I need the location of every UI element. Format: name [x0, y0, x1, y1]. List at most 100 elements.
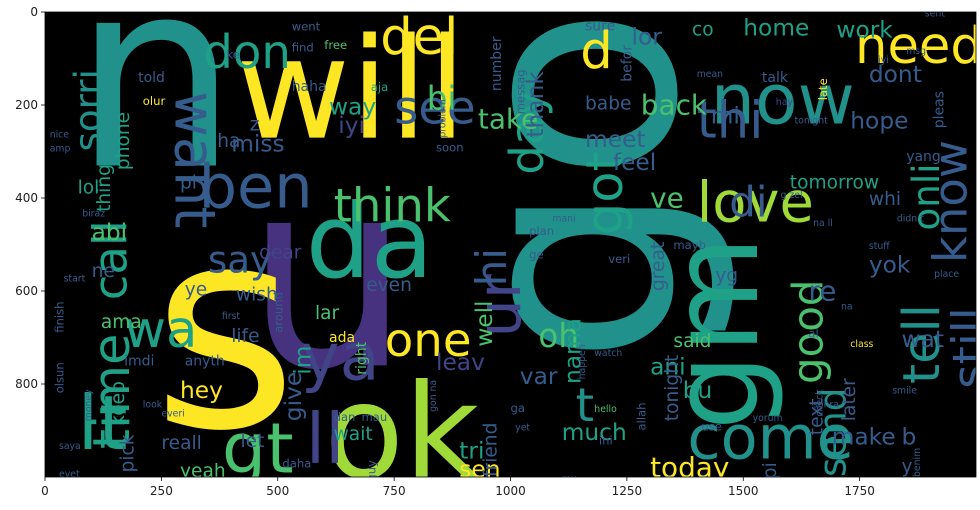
- y-tick-label: 200: [15, 98, 38, 112]
- x-tick-label: 1250: [612, 484, 643, 498]
- cloud-word: everi: [161, 409, 184, 420]
- cloud-word: u: [245, 124, 410, 427]
- cloud-word: still: [942, 307, 980, 388]
- cloud-word: smile: [892, 385, 917, 396]
- cloud-word: hope: [850, 107, 908, 134]
- cloud-word: mau: [362, 410, 388, 424]
- cloud-word: tonight: [662, 355, 683, 422]
- y-axis: 0 200 400 600 800: [15, 5, 45, 391]
- cloud-word: olsun: [53, 362, 67, 393]
- cloud-word: ini: [599, 434, 613, 448]
- cloud-word: oh: [538, 317, 579, 355]
- cloud-word: place: [934, 269, 959, 280]
- cloud-word: d: [580, 21, 613, 81]
- cloud-word: ur: [465, 274, 535, 337]
- cloud-word: ke: [227, 48, 240, 62]
- cloud-word: went: [292, 20, 321, 34]
- y-tick-label: 800: [15, 377, 38, 391]
- cloud-word: ll: [306, 399, 345, 480]
- cloud-word: thi: [697, 91, 764, 151]
- cloud-word: b: [902, 424, 917, 451]
- cloud-word: gm: [645, 236, 786, 431]
- cloud-word: mi: [711, 103, 740, 130]
- cloud-word: nice: [50, 130, 70, 141]
- cloud-word: give: [280, 372, 307, 421]
- cloud-word: biraz: [82, 209, 105, 220]
- cloud-word: told: [138, 70, 165, 86]
- cloud-word: onli: [904, 164, 948, 231]
- cloud-word: feel: [613, 149, 656, 176]
- cloud-word: bu: [683, 377, 713, 404]
- cloud-word: msg: [906, 46, 926, 57]
- cloud-word: mayb: [673, 238, 706, 252]
- cloud-word: happi: [760, 462, 781, 510]
- cloud-word: n: [73, 0, 238, 228]
- cloud-word: wait: [334, 424, 373, 445]
- cloud-word: hay: [776, 97, 794, 108]
- x-tick-label: 500: [266, 484, 289, 498]
- cloud-word: don: [203, 25, 291, 79]
- cloud-word: yorum: [753, 413, 783, 424]
- cloud-word: imdi: [124, 353, 154, 369]
- x-tick-label: 1000: [495, 484, 526, 498]
- cloud-word: di: [729, 178, 767, 227]
- cloud-word: na: [841, 302, 853, 313]
- cloud-word: ada: [329, 330, 355, 346]
- cloud-word: lar: [315, 303, 340, 324]
- x-tick-label: 1750: [844, 484, 875, 498]
- cloud-word: wa: [124, 300, 197, 360]
- cloud-word: t: [576, 378, 594, 432]
- cloud-word: talk: [762, 70, 789, 86]
- cloud-word: finish: [53, 302, 67, 333]
- cloud-word: var: [520, 363, 558, 390]
- cloud-word: got: [575, 151, 635, 235]
- cloud-word: yeah: [180, 461, 226, 482]
- cloud-word: great: [648, 242, 669, 291]
- cloud-word: sonra: [813, 399, 839, 410]
- cloud-word: love: [697, 170, 814, 235]
- cloud-word: z: [250, 115, 260, 136]
- cloud-word: send: [811, 388, 855, 477]
- cloud-word: wish: [236, 284, 278, 305]
- cloud-word: pleas: [931, 91, 947, 128]
- cloud-word: befor: [620, 45, 636, 82]
- cloud-word: need: [855, 16, 980, 76]
- cloud-word: work: [836, 17, 893, 44]
- cloud-word: think: [334, 178, 451, 232]
- cloud-word: olur: [143, 94, 166, 108]
- cloud-word: keep: [108, 381, 129, 426]
- cloud-word: find: [292, 41, 314, 55]
- x-tick-label: 750: [383, 484, 406, 498]
- cloud-word: saya: [59, 441, 81, 452]
- cloud-word: yg: [715, 266, 738, 287]
- cloud-word: re: [808, 274, 836, 307]
- cloud-word: wat: [902, 326, 944, 353]
- cloud-word: ha: [217, 131, 240, 152]
- cloud-word: dont: [869, 61, 922, 88]
- cloud-word: ben: [199, 152, 313, 222]
- cloud-word: whi: [869, 189, 901, 210]
- cloud-word: aja: [371, 80, 388, 94]
- cloud-word: ne: [92, 261, 115, 282]
- cloud-word: one: [385, 313, 472, 367]
- cloud-word: mean: [697, 69, 723, 80]
- x-axis: 0 250 500 750 1000 1250 1500 1750: [41, 477, 875, 498]
- cloud-word: back: [641, 88, 708, 121]
- cloud-word: stuff: [869, 241, 890, 252]
- cloud-word: ya: [301, 319, 380, 395]
- cloud-word: phone: [113, 112, 134, 170]
- cloud-word: even: [366, 275, 412, 296]
- cloud-word: right: [354, 341, 370, 374]
- cloud-word: say: [208, 237, 272, 281]
- cloud-word: make: [832, 424, 896, 451]
- y-tick-label: 600: [15, 284, 38, 298]
- cloud-word: gt: [222, 408, 294, 489]
- cloud-word: money: [84, 389, 95, 421]
- cloud-word: allah: [635, 403, 649, 431]
- cloud-word: amp: [50, 144, 71, 155]
- cloud-word: reall: [161, 433, 201, 454]
- cloud-word: use: [701, 420, 722, 434]
- cloud-word: class: [850, 339, 873, 350]
- cloud-word: ge: [529, 248, 544, 262]
